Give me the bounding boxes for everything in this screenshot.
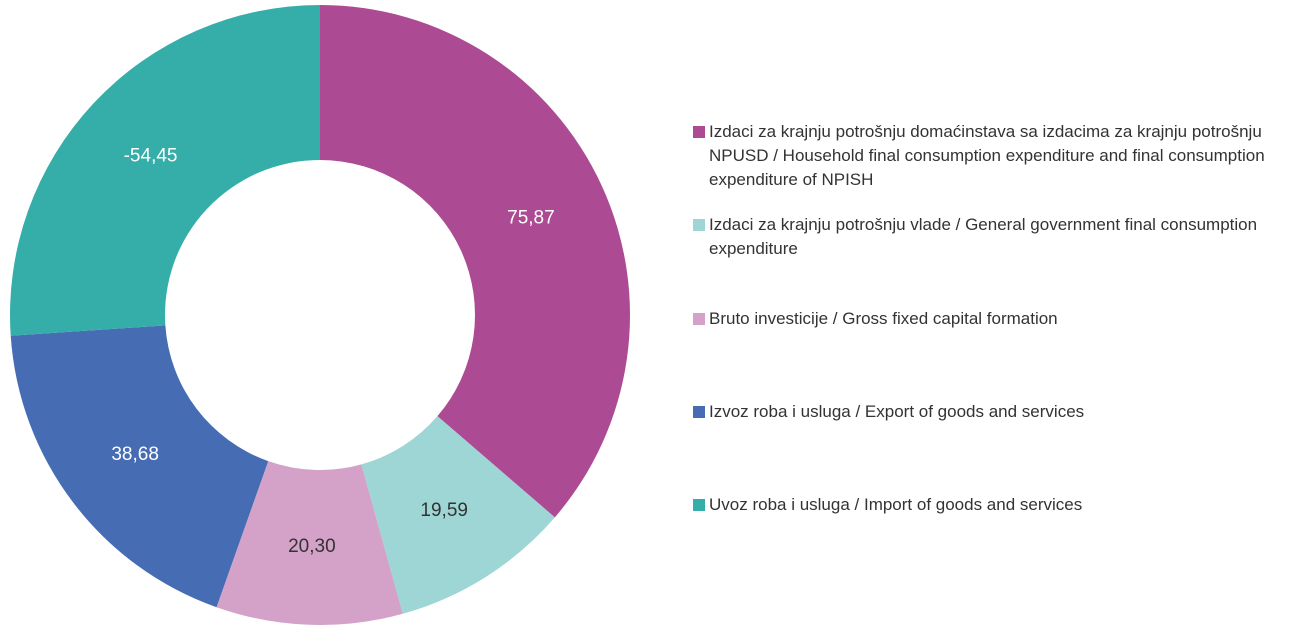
donut-slice: [320, 5, 630, 518]
legend-item: Izvoz roba i usluga / Export of goods an…: [693, 400, 1283, 424]
legend-item: Uvoz roba i usluga / Import of goods and…: [693, 493, 1283, 517]
donut-slice: [361, 416, 555, 614]
data-label: -54,45: [124, 146, 178, 167]
legend-swatch: [693, 406, 705, 418]
donut-slice: [9, 5, 320, 336]
legend-label: Bruto investicije / Gross fixed capital …: [709, 309, 1058, 328]
legend-swatch: [693, 126, 705, 138]
legend-label: Izvoz roba i usluga / Export of goods an…: [709, 402, 1085, 421]
legend-swatch: [693, 219, 705, 231]
data-label: 19,59: [420, 500, 468, 521]
legend-swatch: [693, 499, 705, 511]
donut: 75,87 19,59 20,30 38,68 -54,45: [9, 5, 630, 625]
legend-label: Izdaci za krajnju potrošnju vlade / Gene…: [709, 215, 1258, 258]
legend-label: Izdaci za krajnju potrošnju domaćinstava…: [709, 122, 1265, 189]
legend-swatch: [693, 313, 705, 325]
legend-item: Bruto investicije / Gross fixed capital …: [693, 307, 1283, 331]
donut-slice: [216, 461, 403, 625]
data-label: 75,87: [507, 207, 555, 228]
legend-item: Izdaci za krajnju potrošnju vlade / Gene…: [693, 213, 1283, 261]
donut-slice: [10, 325, 269, 608]
legend-item: Izdaci za krajnju potrošnju domaćinstava…: [693, 120, 1283, 192]
data-label: 20,30: [288, 536, 336, 557]
legend-label: Uvoz roba i usluga / Import of goods and…: [709, 495, 1083, 514]
data-label: 38,68: [111, 444, 159, 465]
